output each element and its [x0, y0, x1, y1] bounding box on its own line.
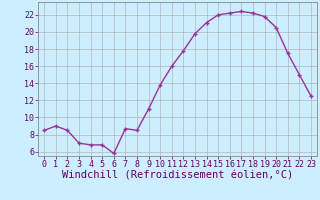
X-axis label: Windchill (Refroidissement éolien,°C): Windchill (Refroidissement éolien,°C) — [62, 171, 293, 181]
